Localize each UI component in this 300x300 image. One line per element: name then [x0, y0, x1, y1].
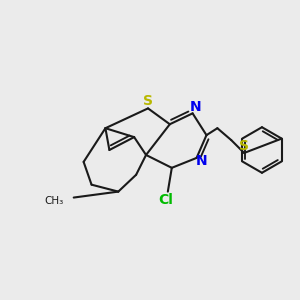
Text: S: S: [143, 94, 153, 109]
Text: S: S: [239, 139, 249, 153]
Text: N: N: [196, 154, 207, 168]
Text: CH₃: CH₃: [45, 196, 64, 206]
Text: N: N: [190, 100, 201, 114]
Text: Cl: Cl: [158, 193, 173, 206]
